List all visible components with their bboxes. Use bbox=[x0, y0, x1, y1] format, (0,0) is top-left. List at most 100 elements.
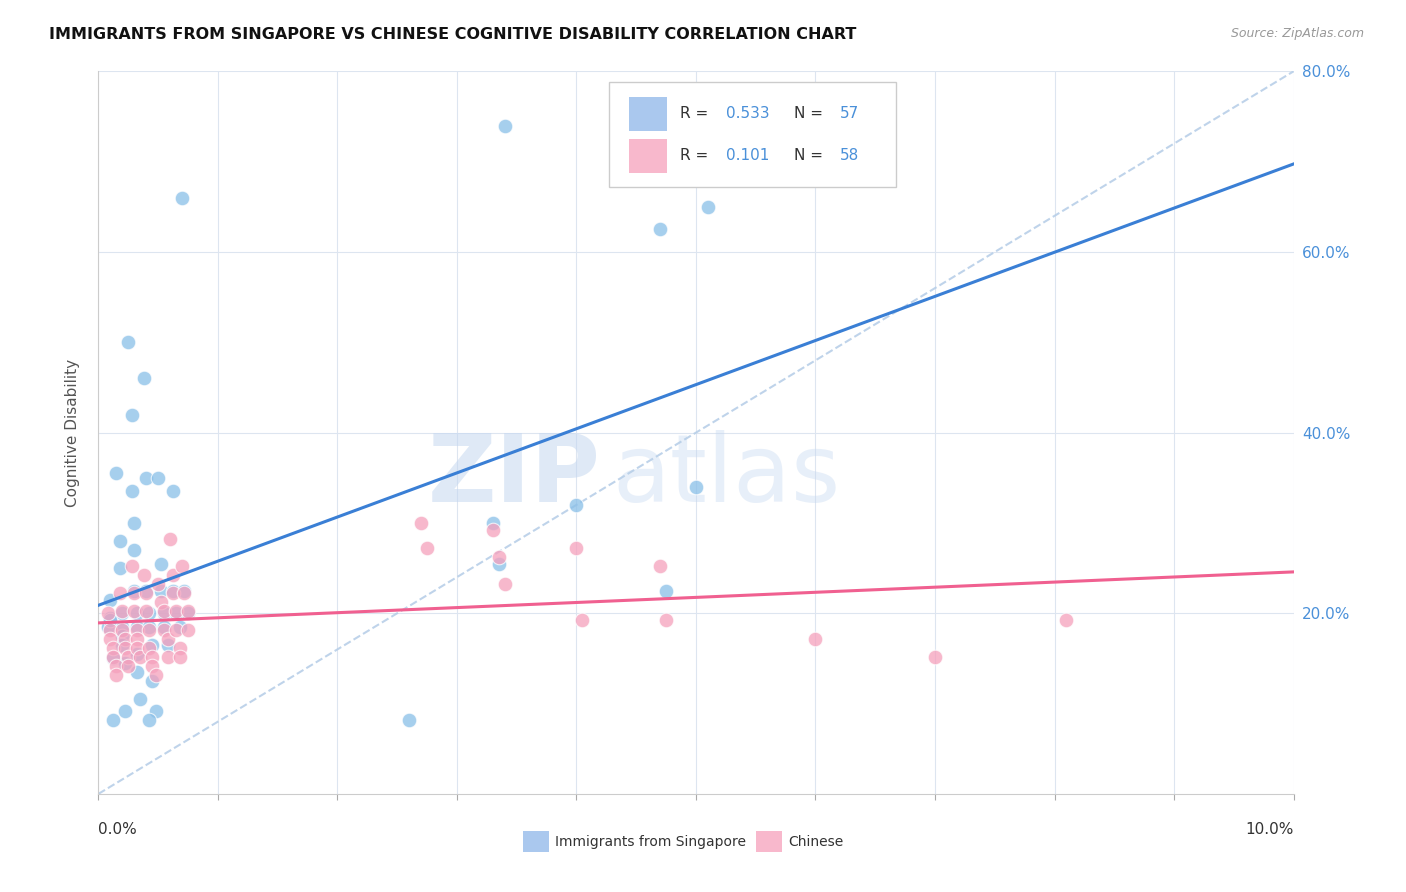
Point bbox=[138, 620, 160, 634]
Point bbox=[156, 649, 179, 664]
Point bbox=[169, 649, 191, 664]
Point bbox=[124, 543, 146, 558]
Point bbox=[162, 484, 184, 499]
Point bbox=[108, 533, 131, 548]
Point bbox=[124, 583, 146, 598]
Text: N =: N = bbox=[794, 148, 828, 163]
Point bbox=[129, 649, 152, 664]
Point bbox=[105, 467, 128, 481]
Point bbox=[172, 191, 194, 205]
Point bbox=[565, 498, 588, 512]
Point bbox=[141, 638, 163, 652]
Text: R =: R = bbox=[681, 148, 714, 163]
Text: 58: 58 bbox=[839, 148, 859, 163]
Point bbox=[650, 559, 672, 574]
Point bbox=[135, 604, 157, 618]
Point bbox=[98, 592, 122, 607]
Point bbox=[145, 704, 167, 718]
Point bbox=[655, 614, 678, 628]
Point bbox=[135, 583, 157, 598]
Point bbox=[138, 640, 160, 655]
Point bbox=[141, 649, 163, 664]
Point bbox=[141, 658, 163, 673]
Point bbox=[172, 559, 194, 574]
Bar bbox=[628, 138, 668, 173]
Point bbox=[114, 704, 136, 718]
Text: 0.101: 0.101 bbox=[725, 148, 769, 163]
Point bbox=[125, 620, 148, 634]
Text: 0.533: 0.533 bbox=[725, 106, 769, 121]
Point bbox=[153, 623, 176, 637]
Point bbox=[98, 611, 122, 625]
Point bbox=[124, 586, 146, 600]
Point bbox=[124, 516, 146, 530]
Point bbox=[111, 620, 134, 634]
Point bbox=[108, 586, 131, 600]
Point bbox=[416, 541, 439, 556]
Point bbox=[169, 640, 191, 655]
Point bbox=[162, 586, 184, 600]
Point bbox=[153, 620, 176, 634]
Point bbox=[125, 665, 148, 679]
Point bbox=[111, 607, 134, 621]
Point bbox=[162, 583, 184, 598]
Point bbox=[177, 623, 200, 637]
Point bbox=[685, 480, 707, 494]
Text: Source: ZipAtlas.com: Source: ZipAtlas.com bbox=[1230, 27, 1364, 40]
Point bbox=[101, 649, 124, 664]
Point bbox=[129, 692, 152, 706]
Point bbox=[125, 607, 148, 621]
Bar bbox=[628, 96, 668, 131]
Point bbox=[1056, 614, 1078, 628]
Point bbox=[135, 586, 157, 600]
Point bbox=[149, 557, 172, 571]
Point bbox=[650, 222, 672, 236]
Point bbox=[114, 640, 136, 655]
Point bbox=[165, 604, 187, 618]
Point bbox=[98, 632, 122, 646]
Point bbox=[121, 408, 143, 422]
Point bbox=[494, 577, 516, 591]
Point bbox=[165, 607, 187, 621]
Point bbox=[132, 371, 155, 385]
Point bbox=[108, 561, 131, 575]
Point bbox=[121, 559, 143, 574]
Point bbox=[148, 471, 170, 485]
Point bbox=[97, 607, 120, 621]
Text: atlas: atlas bbox=[613, 430, 841, 522]
Point bbox=[494, 119, 516, 133]
Y-axis label: Cognitive Disability: Cognitive Disability bbox=[65, 359, 80, 507]
Point bbox=[101, 713, 124, 727]
Point bbox=[173, 583, 195, 598]
Point bbox=[398, 713, 420, 727]
Text: IMMIGRANTS FROM SINGAPORE VS CHINESE COGNITIVE DISABILITY CORRELATION CHART: IMMIGRANTS FROM SINGAPORE VS CHINESE COG… bbox=[49, 27, 856, 42]
Point bbox=[111, 623, 134, 637]
Point bbox=[153, 604, 176, 618]
Point bbox=[138, 623, 160, 637]
Point bbox=[141, 673, 163, 688]
Point bbox=[488, 550, 510, 565]
Point bbox=[105, 658, 128, 673]
Point bbox=[117, 335, 139, 350]
Text: R =: R = bbox=[681, 106, 714, 121]
Point bbox=[125, 623, 148, 637]
Point bbox=[111, 629, 134, 643]
Text: N =: N = bbox=[794, 106, 828, 121]
Point bbox=[655, 583, 678, 598]
Point bbox=[149, 583, 172, 598]
Point bbox=[98, 614, 122, 628]
Point bbox=[411, 516, 433, 530]
Point bbox=[97, 620, 120, 634]
Point bbox=[488, 557, 510, 571]
Point bbox=[159, 532, 181, 546]
Text: ZIP: ZIP bbox=[427, 430, 600, 522]
Point bbox=[156, 638, 179, 652]
Point bbox=[117, 649, 139, 664]
Point bbox=[169, 620, 191, 634]
Point bbox=[156, 632, 179, 646]
Bar bbox=[756, 831, 782, 852]
Point bbox=[114, 632, 136, 646]
Text: 57: 57 bbox=[839, 106, 859, 121]
Point bbox=[101, 640, 124, 655]
Point bbox=[98, 623, 122, 637]
